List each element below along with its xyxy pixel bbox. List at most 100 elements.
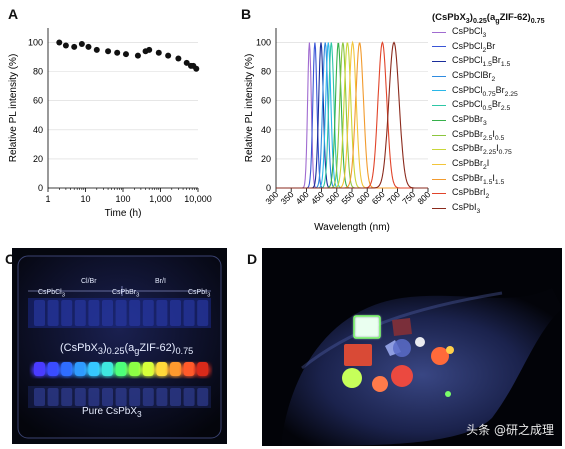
legend-item: CsPbBr3 [432, 113, 564, 128]
vial-sample [34, 362, 45, 376]
legend-item: CsPbBr2.25I0.75 [432, 142, 564, 157]
legend-swatch [432, 193, 446, 195]
vial-bottom [197, 388, 209, 406]
vial-sample [102, 362, 113, 376]
x-axis-label-a: Time (h) [105, 208, 142, 219]
x-tick-label-b: 800 [415, 189, 432, 206]
data-point-a [146, 46, 153, 53]
legend-label: CsPbBr2.25I0.75 [452, 143, 512, 157]
x-tick-label-b: 350 [279, 189, 296, 206]
label-cspbi3: CsPbI3 [188, 289, 211, 299]
legend-swatch [432, 149, 446, 151]
vial-sample [88, 362, 100, 376]
vial-top [129, 300, 141, 326]
legend-swatch [432, 207, 446, 209]
label-cspbcl3: CsPbCl3 [38, 289, 65, 299]
label-bri: Br/I [155, 278, 166, 285]
x-tick-label-a: 10,000 [184, 194, 212, 204]
spectrum-line [276, 42, 428, 189]
legend-item: CsPbCl3 [432, 25, 564, 40]
legend-label: CsPbBr2I [452, 158, 490, 171]
vial-sample [170, 362, 181, 376]
vial-sample [129, 362, 141, 376]
x-tick-label-a: 1,000 [149, 194, 172, 204]
vial-bottom [129, 388, 141, 406]
legend-swatch [432, 61, 446, 63]
legend-swatch [432, 90, 446, 92]
vial-top [142, 300, 154, 326]
photo-d-hand [262, 248, 562, 446]
vial-bottom [74, 388, 86, 406]
x-tick-label-b: 450 [309, 189, 326, 206]
legend-label: CsPbCl0.75Br2.25 [452, 84, 518, 98]
vial-bottom [156, 388, 168, 406]
vial-sample [61, 362, 73, 376]
vial-sample [142, 362, 154, 376]
vial-top [34, 300, 45, 326]
x-tick-label-a: 10 [80, 194, 90, 204]
vial-bottom [34, 388, 45, 406]
data-point-a [93, 46, 100, 53]
x-tick-label-b: 400 [294, 189, 311, 206]
legend-swatch [432, 46, 446, 48]
vial-top [197, 300, 209, 326]
chart-b: 0204060801003003504004505005506006507007… [244, 28, 433, 233]
y-axis-label-b: Relative PL intensity (%) [244, 54, 255, 163]
panel-letter-b: B [241, 6, 252, 22]
vial-sample [47, 362, 59, 376]
legend-label: CsPbCl1.5Br1.5 [452, 55, 511, 68]
data-point-a [78, 41, 85, 47]
legend-item: CsPbCl1.5Br1.5 [432, 54, 564, 69]
legend-label: CsPbCl3 [452, 25, 487, 39]
panel-letter-d: D [247, 251, 258, 267]
legend-label: CsPbI3 [452, 202, 481, 215]
y-tick-label-b: 80 [261, 67, 271, 77]
vial-top [156, 300, 168, 326]
legend-swatch [432, 163, 446, 165]
legend-swatch [432, 178, 446, 180]
y-axis-label-a: Relative PL intensity (%) [8, 54, 19, 163]
data-point-a [114, 49, 121, 56]
y-tick-label-a: 40 [33, 125, 43, 135]
vial-bottom [183, 388, 195, 406]
vial-sample [156, 362, 168, 376]
vial-top [47, 300, 59, 326]
vial-bottom [142, 388, 154, 406]
legend-label: CsPbCl2Br [452, 40, 496, 54]
legend-item: CsPbCl2Br [432, 40, 564, 55]
y-tick-label-a: 100 [28, 38, 43, 48]
sample-white-square [354, 316, 380, 338]
vial-sample [197, 362, 209, 376]
data-point-a [183, 59, 190, 66]
legend-label: CsPbBr3 [452, 113, 487, 127]
pure-label: Pure CsPbX3 [82, 406, 142, 419]
x-tick-label-b: 500 [324, 189, 341, 206]
x-tick-label-b: 550 [339, 189, 356, 206]
legend-item: CsPbBr1.5I1.5 [432, 172, 564, 187]
data-point-a [175, 55, 182, 62]
legend-item: CsPbClBr2 [432, 69, 564, 84]
vial-bottom [61, 388, 73, 406]
vial-top [88, 300, 100, 326]
data-point-a [62, 42, 69, 49]
data-point-a [134, 52, 141, 59]
legend-swatch [432, 134, 446, 136]
y-tick-label-a: 20 [33, 154, 43, 164]
legend-item: CsPbBr2.5I0.5 [432, 128, 564, 143]
y-tick-label-b: 20 [261, 154, 271, 164]
legend-label: CsPbBr2.5I0.5 [452, 128, 505, 142]
vial-bottom [115, 388, 127, 406]
legend-label: CsPbBrI2 [452, 187, 490, 201]
legend-label: CsPbClBr2 [452, 69, 496, 83]
vial-top [115, 300, 127, 326]
data-point-a [193, 65, 200, 72]
y-tick-label-b: 60 [261, 96, 271, 106]
legend-swatch [432, 31, 446, 33]
x-tick-label-a: 100 [115, 194, 130, 204]
photo-c-tray [17, 255, 222, 439]
legend-swatch [432, 119, 446, 121]
x-axis-label-b: Wavelength (nm) [314, 222, 390, 233]
y-tick-label-b: 40 [261, 125, 271, 135]
composite-label: (CsPbX3)0.25(agZIF-62)0.75 [60, 342, 194, 357]
legend-swatch [432, 105, 446, 107]
